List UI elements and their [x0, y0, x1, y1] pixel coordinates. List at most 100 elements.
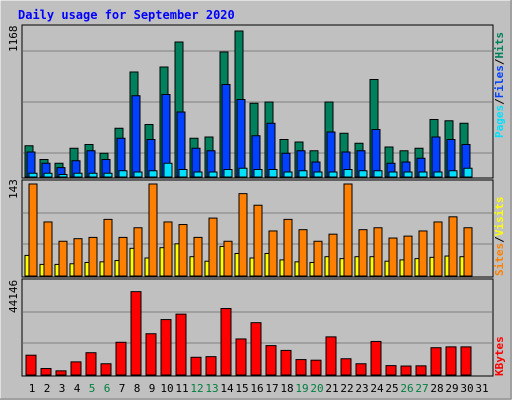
- sites-bar: [328, 233, 338, 277]
- kbytes-bar: [355, 363, 367, 376]
- hits-ymax-label: 1168: [7, 26, 20, 53]
- pages-bar: [373, 170, 383, 178]
- pages-bar: [328, 171, 338, 178]
- sites-bar: [193, 236, 203, 277]
- kbytes-bar: [310, 359, 322, 376]
- sites-bar: [238, 193, 248, 277]
- sites-bar: [358, 229, 368, 277]
- sites-bar: [148, 183, 158, 277]
- kbytes-bar: [415, 365, 427, 376]
- day-label: 23: [355, 382, 368, 395]
- sites-bar: [163, 221, 173, 277]
- pages-bar: [223, 169, 233, 178]
- day-label: 5: [89, 382, 96, 395]
- day-label: 9: [149, 382, 156, 395]
- files-bar: [131, 95, 141, 178]
- sites-bar: [403, 235, 413, 277]
- pages-bar: [433, 171, 443, 178]
- sites-ymax-label: 143: [7, 179, 20, 199]
- kbytes-bar: [115, 341, 127, 376]
- pages-bar: [88, 172, 98, 178]
- pages-bar: [283, 171, 293, 178]
- legend-pages: Pages: [493, 105, 506, 138]
- day-label: 28: [430, 382, 443, 395]
- kbytes-bar: [370, 340, 382, 376]
- sites-bar: [43, 221, 53, 277]
- sites-bar: [463, 227, 473, 277]
- legend-sep-1: /: [493, 98, 506, 105]
- sites-bar: [133, 227, 143, 277]
- kbytes-bar: [280, 349, 292, 376]
- pages-bar: [268, 169, 278, 178]
- kbytes-bar: [205, 356, 217, 376]
- sites-bar: [268, 230, 278, 277]
- day-label: 14: [220, 382, 234, 395]
- files-bar: [176, 111, 186, 178]
- sites-bar: [28, 183, 38, 277]
- day-label: 4: [74, 382, 81, 395]
- legend-kbytes: KBytes: [493, 336, 506, 376]
- day-label: 10: [160, 382, 173, 395]
- pages-bar: [73, 172, 83, 178]
- pages-bar: [133, 171, 143, 178]
- pages-bar: [58, 174, 68, 178]
- legend-sites: Sites: [493, 243, 506, 276]
- sites-bar: [103, 218, 113, 277]
- kbytes-bar: [70, 361, 82, 376]
- sites-bar: [343, 183, 353, 277]
- day-label: 15: [235, 382, 248, 395]
- day-label: 13: [205, 382, 218, 395]
- legend-files: Files: [493, 65, 506, 98]
- kbytes-bar: [295, 359, 307, 376]
- day-label: 3: [59, 382, 66, 395]
- day-label: 31: [475, 382, 488, 395]
- day-label: 6: [104, 382, 111, 395]
- sites-bar: [298, 229, 308, 277]
- kbytes-bar: [100, 363, 112, 376]
- files-bar: [431, 136, 441, 178]
- kbytes-bar: [250, 322, 262, 376]
- sites-bar: [388, 237, 398, 277]
- sites-bar: [373, 227, 383, 277]
- day-label: 18: [280, 382, 293, 395]
- kbytes-bar: [460, 346, 472, 376]
- kbytes-bar: [145, 333, 157, 376]
- day-label: 22: [340, 382, 353, 395]
- sites-bar: [253, 204, 263, 277]
- kbytes-bar: [235, 338, 247, 376]
- day-label: 16: [250, 382, 263, 395]
- sites-bar: [448, 216, 458, 277]
- day-label: 30: [460, 382, 473, 395]
- day-labels: 1 2 3 4 5 6 7 8 9 10 11 12 13 14 15 16 17 18 19 20 21 22 23 24 2…: [29, 382, 489, 395]
- kbytes-bar: [385, 365, 397, 376]
- day-label: 17: [265, 382, 278, 395]
- bars: [24, 30, 473, 376]
- pages-bar: [298, 170, 308, 178]
- pages-bar: [313, 171, 323, 178]
- day-label: 20: [310, 382, 323, 395]
- pages-bar: [103, 172, 113, 178]
- sites-bar: [418, 230, 428, 277]
- day-label: 21: [325, 382, 338, 395]
- sites-legend: Sites/Visits: [493, 197, 506, 277]
- pages-bar: [463, 167, 473, 178]
- kbytes-bar: [340, 358, 352, 376]
- sites-bar: [73, 238, 83, 277]
- sites-bar: [178, 224, 188, 277]
- legend-sep-3: /: [493, 236, 506, 243]
- files-bar: [371, 129, 381, 178]
- day-label: 24: [370, 382, 384, 395]
- pages-bar: [148, 170, 158, 178]
- pages-bar: [448, 170, 458, 178]
- legend-sep-2: /: [493, 58, 506, 65]
- day-label: 11: [175, 382, 188, 395]
- pages-bar: [343, 169, 353, 178]
- pages-bar: [43, 172, 53, 178]
- sites-bar: [208, 217, 218, 277]
- legend-hits: Hits: [493, 32, 506, 59]
- kbytes-bar: [40, 368, 52, 376]
- files-bar: [326, 131, 336, 178]
- kbytes-bar: [130, 291, 142, 376]
- chart-title: Daily usage for September 2020: [18, 8, 235, 22]
- files-bar: [236, 99, 246, 178]
